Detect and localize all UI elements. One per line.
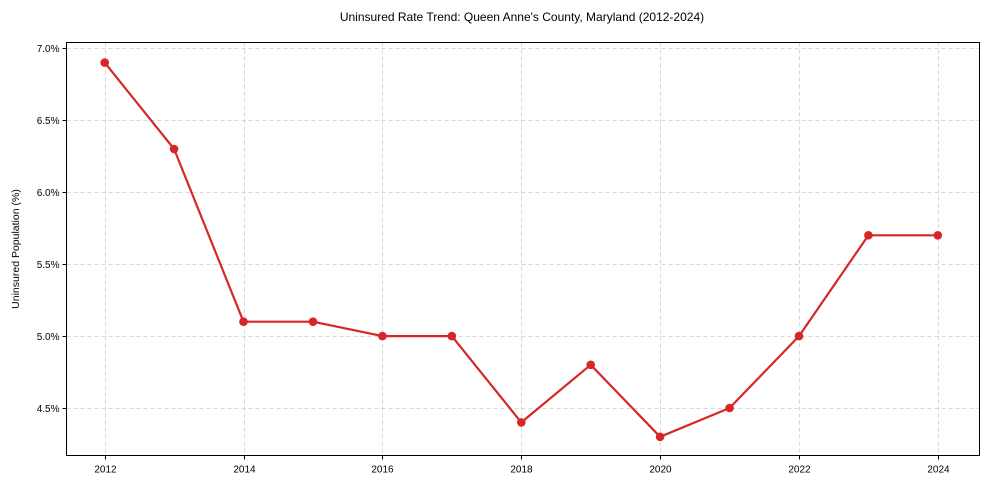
data-point-marker (169, 144, 179, 154)
data-point-marker (308, 317, 318, 327)
data-point-marker (794, 331, 804, 341)
x-tick-label: 2024 (927, 465, 950, 476)
x-axis: 2012 2014 2016 2018 2020 2022 2024 (94, 455, 950, 476)
data-point-marker (933, 231, 943, 240)
data-point-marker (447, 331, 457, 341)
x-tick-label: 2014 (233, 465, 256, 476)
grid-lines (66, 42, 980, 456)
y-axis: 4.5% 5.0% 5.5% 6.0% 6.5% 7.0% (37, 44, 67, 415)
y-axis-label: Uninsured Population (%) (10, 189, 22, 309)
y-tick-label: 7.0% (37, 44, 60, 55)
x-tick-label: 2016 (371, 465, 394, 476)
data-point-marker (655, 432, 665, 442)
plot-frame (66, 42, 980, 456)
y-tick-label: 6.5% (37, 116, 60, 127)
y-tick-label: 5.0% (37, 332, 60, 343)
x-tick-label: 2018 (510, 465, 533, 476)
x-tick-label: 2022 (788, 465, 811, 476)
y-tick-label: 4.5% (37, 404, 60, 415)
data-point-marker (239, 317, 248, 327)
data-point-marker (586, 360, 595, 370)
data-point-marker (378, 331, 387, 341)
y-tick-label: 6.0% (37, 188, 60, 199)
chart-title: Uninsured Rate Trend: Queen Anne's Count… (340, 10, 704, 24)
data-point-marker (864, 231, 873, 240)
x-tick-label: 2020 (649, 465, 672, 476)
series-line (100, 58, 943, 442)
data-point-marker (517, 418, 526, 427)
x-tick-label: 2012 (94, 465, 117, 476)
data-point-marker (725, 403, 734, 413)
y-tick-label: 5.5% (37, 260, 60, 271)
data-point-marker (100, 58, 109, 67)
